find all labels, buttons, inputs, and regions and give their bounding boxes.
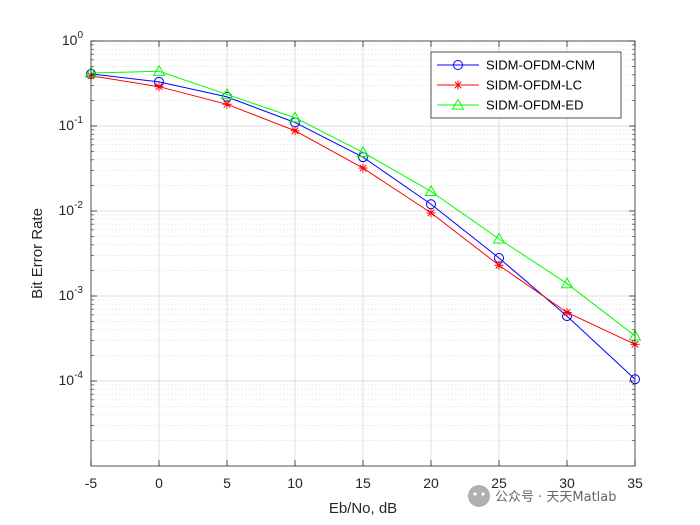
y-tick-label: 10-3 — [59, 285, 84, 303]
data-point — [152, 64, 166, 76]
axis-ticks — [90, 40, 636, 466]
asterisk-stroke — [495, 261, 503, 269]
y-tick-base: 10 — [59, 117, 75, 133]
watermark: 公众号 · 天天Matlab — [468, 485, 617, 507]
x-tick-labels: -5 0 5 10 15 20 25 30 35 — [85, 475, 643, 491]
legend: SIDM-OFDM-CNM SIDM-OFDM-LC SIDM-OFDM-ED — [430, 51, 622, 119]
y-tick-base: 10 — [59, 287, 75, 303]
x-tick-label: 5 — [223, 475, 231, 491]
x-tick-label: 35 — [627, 475, 643, 491]
legend-marker — [451, 98, 465, 110]
y-axis-label: Bit Error Rate — [29, 208, 46, 299]
y-tick-label: 10-2 — [59, 200, 84, 218]
wechat-logo-icon — [468, 485, 490, 507]
data-point — [358, 163, 368, 173]
asterisk-stroke — [223, 100, 231, 108]
legend-entry: SIDM-OFDM-ED — [437, 98, 584, 113]
y-tick-exponent: -1 — [74, 115, 83, 126]
wechat-logo-eye-right — [481, 492, 485, 496]
data-point — [494, 260, 504, 270]
series-sidm-ofdm-lc — [86, 71, 640, 349]
x-tick-label: 15 — [355, 475, 371, 491]
y-tick-exponent: -2 — [74, 200, 83, 211]
legend-marker — [453, 80, 463, 90]
series-sidm-ofdm-ed — [84, 64, 642, 341]
legend-marker — [453, 60, 463, 70]
x-tick-label: 30 — [559, 475, 575, 491]
y-tick-exponent: 0 — [77, 30, 83, 41]
legend-entry: SIDM-OFDM-LC — [437, 78, 582, 93]
series-layer — [84, 64, 642, 385]
legend-label: SIDM-OFDM-CNM — [486, 58, 595, 73]
data-point — [424, 184, 438, 197]
series-line — [90, 70, 636, 337]
data-point — [154, 82, 164, 92]
data-point — [290, 126, 300, 136]
asterisk-stroke — [155, 83, 163, 91]
legend-label: SIDM-OFDM-LC — [486, 78, 582, 93]
x-tick-label: 10 — [287, 475, 303, 491]
asterisk-stroke — [359, 164, 367, 172]
y-tick-base: 10 — [59, 202, 75, 218]
y-tick-base: 10 — [59, 372, 75, 388]
asterisk-stroke — [563, 308, 571, 317]
asterisk-stroke — [427, 209, 435, 217]
legend-entry: SIDM-OFDM-CNM — [437, 58, 595, 73]
x-axis-label: Eb/No, dB — [329, 500, 397, 517]
data-point — [560, 277, 574, 289]
asterisk-stroke — [291, 127, 299, 135]
wechat-logo-eye-left — [473, 492, 477, 496]
data-point — [562, 307, 572, 317]
x-tick-label: 20 — [423, 475, 439, 491]
y-tick-label: 10-1 — [59, 115, 84, 133]
y-tick-exponent: -4 — [74, 370, 83, 381]
y-tick-label: 100 — [62, 30, 84, 48]
y-tick-label: 10-4 — [59, 370, 84, 388]
data-point — [222, 99, 232, 109]
data-point — [288, 111, 302, 123]
x-tick-label: -5 — [85, 475, 98, 491]
x-tick-label: 0 — [155, 475, 163, 491]
x-tick-label: 25 — [491, 475, 507, 491]
data-point — [356, 145, 370, 157]
data-point — [426, 208, 436, 218]
data-point — [220, 87, 234, 100]
legend-label: SIDM-OFDM-ED — [486, 98, 584, 113]
y-tick-base: 10 — [62, 32, 78, 48]
asterisk-stroke — [454, 81, 462, 89]
data-point — [492, 232, 506, 244]
watermark-text: 公众号 · 天天Matlab — [495, 490, 617, 505]
y-tick-exponent: -3 — [74, 285, 83, 296]
